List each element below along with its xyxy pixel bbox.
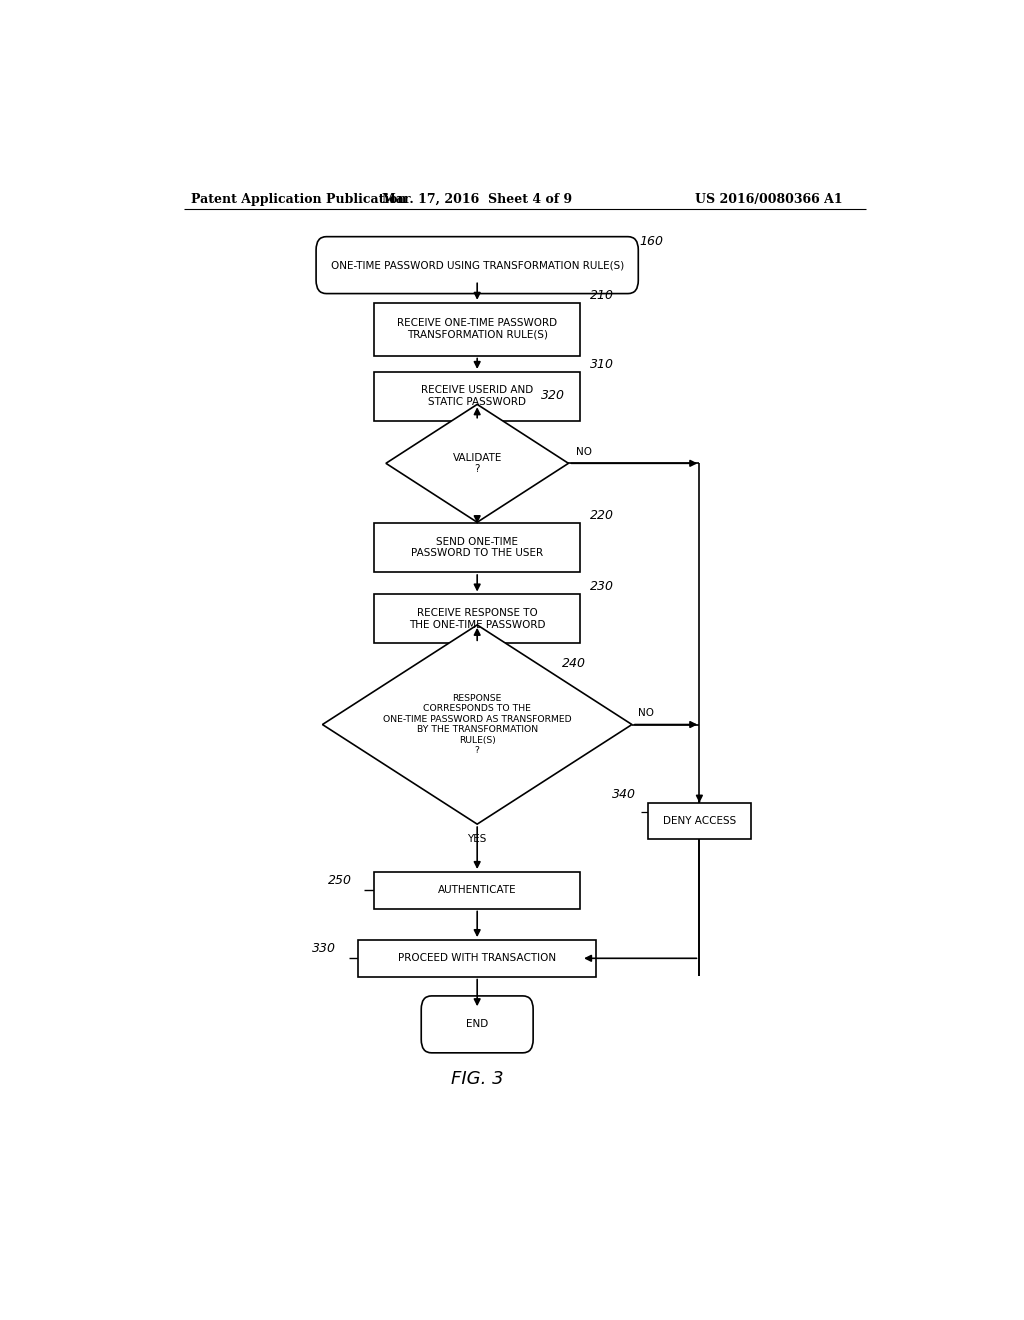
- FancyBboxPatch shape: [374, 594, 581, 643]
- Text: 330: 330: [312, 942, 336, 956]
- Text: 310: 310: [590, 358, 613, 371]
- Polygon shape: [323, 624, 632, 824]
- FancyBboxPatch shape: [374, 372, 581, 421]
- FancyBboxPatch shape: [421, 995, 534, 1053]
- Text: FIG. 3: FIG. 3: [451, 1071, 504, 1088]
- Text: RECEIVE RESPONSE TO
THE ONE-TIME PASSWORD: RECEIVE RESPONSE TO THE ONE-TIME PASSWOR…: [409, 609, 546, 630]
- FancyBboxPatch shape: [648, 803, 751, 840]
- Text: 160: 160: [640, 235, 664, 248]
- Polygon shape: [386, 404, 568, 523]
- Text: NO: NO: [577, 447, 592, 457]
- Text: YES: YES: [468, 532, 486, 543]
- Text: 220: 220: [590, 510, 613, 523]
- Text: Mar. 17, 2016  Sheet 4 of 9: Mar. 17, 2016 Sheet 4 of 9: [382, 193, 572, 206]
- Text: VALIDATE
?: VALIDATE ?: [453, 453, 502, 474]
- Text: 320: 320: [541, 389, 565, 403]
- Text: 240: 240: [562, 657, 587, 669]
- Text: 230: 230: [590, 581, 613, 594]
- Text: YES: YES: [468, 834, 486, 845]
- Text: PROCEED WITH TRANSACTION: PROCEED WITH TRANSACTION: [398, 953, 556, 964]
- Text: DENY ACCESS: DENY ACCESS: [663, 816, 736, 826]
- FancyBboxPatch shape: [316, 236, 638, 293]
- Text: RECEIVE ONE-TIME PASSWORD
TRANSFORMATION RULE(S): RECEIVE ONE-TIME PASSWORD TRANSFORMATION…: [397, 318, 557, 341]
- Text: RECEIVE USERID AND
STATIC PASSWORD: RECEIVE USERID AND STATIC PASSWORD: [421, 385, 534, 407]
- Text: ONE-TIME PASSWORD USING TRANSFORMATION RULE(S): ONE-TIME PASSWORD USING TRANSFORMATION R…: [331, 260, 624, 271]
- Text: 250: 250: [328, 874, 352, 887]
- Text: NO: NO: [638, 709, 654, 718]
- FancyBboxPatch shape: [374, 302, 581, 355]
- Text: SEND ONE-TIME
PASSWORD TO THE USER: SEND ONE-TIME PASSWORD TO THE USER: [411, 537, 544, 558]
- Text: END: END: [466, 1019, 488, 1030]
- FancyBboxPatch shape: [358, 940, 596, 977]
- Text: 210: 210: [590, 289, 613, 302]
- FancyBboxPatch shape: [374, 523, 581, 572]
- Text: AUTHENTICATE: AUTHENTICATE: [438, 886, 516, 895]
- Text: Patent Application Publication: Patent Application Publication: [191, 193, 407, 206]
- Text: RESPONSE
CORRESPONDS TO THE
ONE-TIME PASSWORD AS TRANSFORMED
BY THE TRANSFORMATI: RESPONSE CORRESPONDS TO THE ONE-TIME PAS…: [383, 694, 571, 755]
- Text: US 2016/0080366 A1: US 2016/0080366 A1: [694, 193, 842, 206]
- FancyBboxPatch shape: [374, 873, 581, 908]
- Text: 340: 340: [612, 788, 636, 801]
